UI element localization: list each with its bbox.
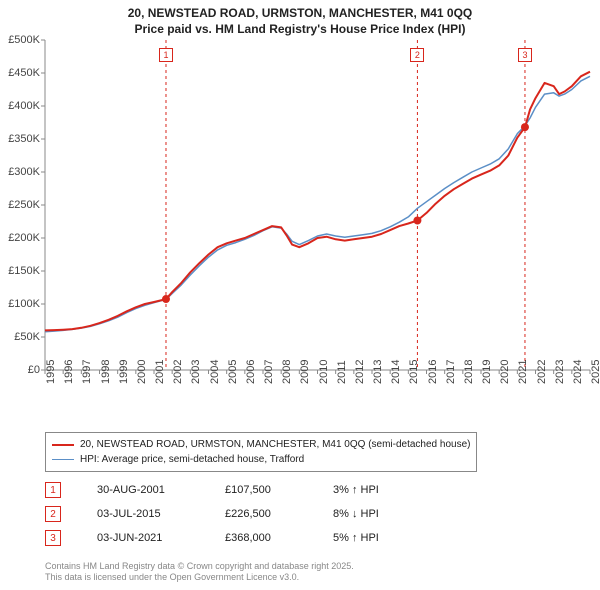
plot-svg — [45, 40, 590, 370]
legend-row-0: 20, NEWSTEAD ROAD, URMSTON, MANCHESTER, … — [52, 437, 470, 452]
sale-price: £226,500 — [225, 508, 297, 520]
sales-row-2: 2 03-JUL-2015 £226,500 8% ↓ HPI — [45, 502, 413, 526]
y-tick-label: £150K — [8, 265, 40, 277]
y-tick-label: £100K — [8, 298, 40, 310]
legend-label: HPI: Average price, semi-detached house,… — [80, 452, 304, 467]
x-tick-label: 2025 — [590, 360, 600, 384]
sale-marker-1: 1 — [159, 48, 173, 62]
legend-box: 20, NEWSTEAD ROAD, URMSTON, MANCHESTER, … — [45, 432, 477, 472]
y-tick-label: £0 — [28, 364, 40, 376]
footer-line-2: This data is licensed under the Open Gov… — [45, 572, 354, 584]
title-line-2: Price paid vs. HM Land Registry's House … — [0, 22, 600, 38]
sale-marker-box: 3 — [45, 530, 61, 546]
series-hpi — [45, 76, 590, 331]
y-tick-label: £50K — [14, 331, 40, 343]
sale-date: 03-JUL-2015 — [97, 508, 189, 520]
title-line-1: 20, NEWSTEAD ROAD, URMSTON, MANCHESTER, … — [0, 6, 600, 22]
legend-label: 20, NEWSTEAD ROAD, URMSTON, MANCHESTER, … — [80, 437, 470, 452]
sale-date: 30-AUG-2001 — [97, 484, 189, 496]
sale-date: 03-JUN-2021 — [97, 532, 189, 544]
legend-swatch — [52, 444, 74, 446]
sale-marker-box: 2 — [45, 506, 61, 522]
series-price_paid — [45, 72, 590, 331]
sale-marker-2: 2 — [410, 48, 424, 62]
footer-attribution: Contains HM Land Registry data © Crown c… — [45, 561, 354, 584]
sale-dot-2 — [413, 217, 421, 225]
y-tick-label: £350K — [8, 133, 40, 145]
y-tick-label: £300K — [8, 166, 40, 178]
chart-area: £0 £50K £100K £150K £200K £250K £300K £350K £400… — [0, 40, 600, 400]
sale-price: £368,000 — [225, 532, 297, 544]
sale-price: £107,500 — [225, 484, 297, 496]
y-tick-label: £500K — [8, 34, 40, 46]
y-tick-label: £200K — [8, 232, 40, 244]
legend-swatch — [52, 459, 74, 461]
y-tick-label: £400K — [8, 100, 40, 112]
sale-diff: 8% ↓ HPI — [333, 508, 413, 520]
sales-row-3: 3 03-JUN-2021 £368,000 5% ↑ HPI — [45, 526, 413, 550]
sale-dot-1 — [162, 295, 170, 303]
sale-marker-box: 1 — [45, 482, 61, 498]
sales-table: 1 30-AUG-2001 £107,500 3% ↑ HPI 2 03-JUL-2015… — [45, 478, 413, 550]
y-tick-label: £250K — [8, 199, 40, 211]
sale-diff: 3% ↑ HPI — [333, 484, 413, 496]
footer-line-1: Contains HM Land Registry data © Crown c… — [45, 561, 354, 573]
y-tick-label: £450K — [8, 67, 40, 79]
sale-dot-3 — [521, 123, 529, 131]
legend-row-1: HPI: Average price, semi-detached house,… — [52, 452, 470, 467]
sales-row-1: 1 30-AUG-2001 £107,500 3% ↑ HPI — [45, 478, 413, 502]
chart-title-block: 20, NEWSTEAD ROAD, URMSTON, MANCHESTER, … — [0, 0, 600, 37]
sale-diff: 5% ↑ HPI — [333, 532, 413, 544]
sale-marker-3: 3 — [518, 48, 532, 62]
